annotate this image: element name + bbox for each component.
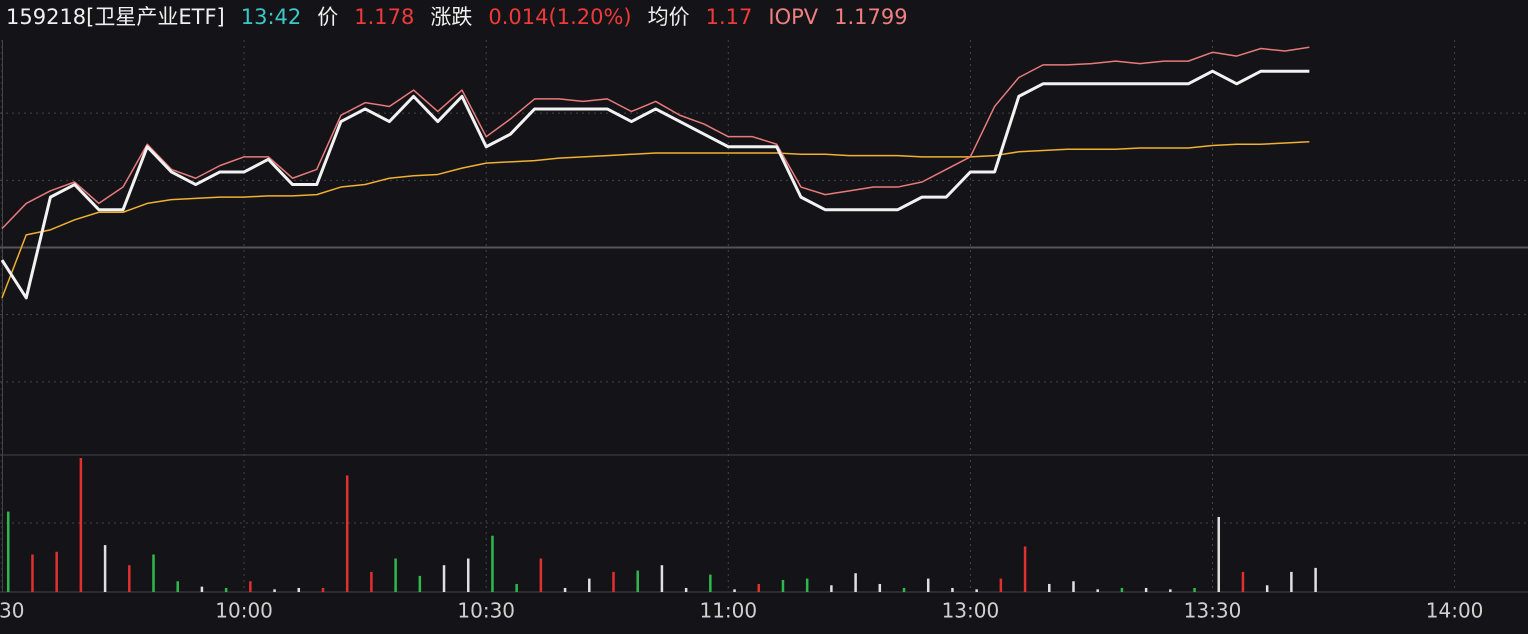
volume-bar — [563, 587, 567, 592]
volume-bar — [854, 573, 857, 592]
volume-bar — [902, 587, 906, 592]
volume-bar — [781, 579, 785, 592]
volume-bar — [418, 575, 422, 592]
x-tick-label: 10:30 — [457, 599, 515, 623]
volume-bar — [273, 589, 276, 592]
volume-bar — [200, 586, 204, 592]
header-text: IOPV — [768, 5, 818, 29]
volume-bar — [1048, 583, 1051, 592]
header-text: 159218[卫星产业ETF] — [6, 5, 225, 29]
x-tick-label: 9:30 — [0, 599, 24, 623]
x-tick-label: 13:00 — [942, 599, 1000, 623]
volume-bar — [1072, 581, 1075, 592]
volume-bar — [31, 554, 34, 592]
volume-bar — [466, 558, 470, 592]
price-line — [0, 69, 1310, 300]
volume-bar — [152, 554, 155, 592]
volume-bar — [999, 578, 1003, 592]
volume-bar — [660, 565, 664, 592]
volume-bar — [733, 589, 736, 592]
volume-bar — [878, 583, 882, 592]
volume-bar — [442, 565, 446, 592]
volume-bar — [297, 587, 301, 592]
volume-bar — [224, 587, 228, 592]
volume-bar — [1265, 585, 1269, 592]
volume-bar — [103, 545, 107, 592]
volume-bar — [1314, 567, 1317, 592]
header-text: 1.17 — [706, 5, 753, 29]
volume-bar — [612, 571, 615, 592]
x-tick-label: 10:00 — [215, 599, 273, 623]
volume-bar — [345, 475, 349, 592]
header-text: 1.1799 — [834, 5, 907, 29]
price-line — [1, 140, 1310, 299]
volume-bar — [926, 578, 930, 592]
volume-bar — [249, 581, 252, 592]
volume-bar — [805, 578, 809, 592]
x-tick-label: 11:00 — [699, 599, 757, 623]
header-text: 涨跌 — [430, 5, 472, 29]
volume-bar — [1096, 589, 1099, 592]
volume-bar — [1193, 587, 1196, 592]
volume-bar — [830, 585, 833, 592]
volume-bar — [1290, 571, 1293, 592]
volume-bar — [951, 587, 954, 592]
volume-bar — [321, 587, 325, 592]
volume-bar — [684, 587, 688, 592]
volume-bar — [370, 571, 373, 592]
header: 159218[卫星产业ETF] 13:42 价 1.178 涨跌 0.014(1.20%)… — [6, 5, 908, 29]
volume-bar — [79, 458, 83, 592]
volume-bar — [7, 511, 10, 592]
header-text: 均价 — [648, 5, 690, 29]
volume-bar — [1023, 546, 1027, 592]
header-text: 1.178 — [354, 5, 414, 29]
volume-bar — [709, 574, 712, 592]
price-line — [1, 46, 1310, 230]
volume-bar — [757, 583, 761, 592]
header-text: 价 — [317, 5, 338, 29]
volume-bar — [1120, 587, 1124, 592]
volume-bar — [539, 558, 543, 592]
x-tick-label: 13:30 — [1184, 599, 1242, 623]
volume-bar — [55, 551, 58, 592]
volume-bar — [491, 535, 494, 592]
volume-bar — [1144, 587, 1148, 592]
volume-bar — [515, 583, 518, 592]
volume-bar — [1241, 571, 1245, 592]
volume-bar — [1217, 516, 1220, 592]
header-text: 13:42 — [241, 5, 302, 29]
volume-bar — [636, 570, 639, 592]
volume-bar — [128, 565, 131, 592]
volume-bar — [1169, 589, 1172, 592]
volume-bar — [176, 581, 179, 592]
x-tick-label: 14:00 — [1426, 599, 1484, 623]
volume-bar — [975, 589, 978, 592]
volume-bar — [394, 558, 397, 592]
header-text: 0.014(1.20%) — [488, 5, 631, 29]
volume-bar — [588, 578, 591, 592]
